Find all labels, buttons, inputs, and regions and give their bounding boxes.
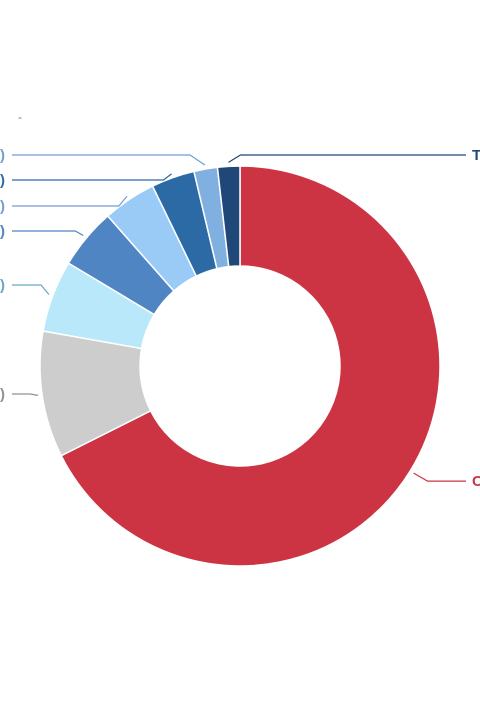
slice-label-4: ) [0,223,5,240]
slice-labels: C)))))) T [0,147,480,490]
slice-label-1: C [472,473,480,490]
slice-label-6: ) [0,172,5,189]
slice-label-8: T [472,147,480,164]
leader-line-7 [12,154,206,166]
leader-line-2 [12,393,39,396]
leader-line-5 [12,195,128,207]
slice-label-2: ) [0,386,5,403]
leader-line-4 [12,230,84,236]
leader-line-6 [12,173,172,181]
slice-label-5: ) [0,198,5,215]
leader-line-8 [228,154,466,163]
slice-label-3: ) [0,277,5,294]
slice-label-7: ) [0,147,5,164]
donut-slice-1 [60,165,441,567]
donut-slice-8 [216,165,241,268]
label-leader-lines [12,154,466,482]
leader-line-1 [413,472,466,482]
stray-mark: - [18,110,22,124]
leader-line-3 [12,284,50,295]
donut-slices [39,165,441,567]
